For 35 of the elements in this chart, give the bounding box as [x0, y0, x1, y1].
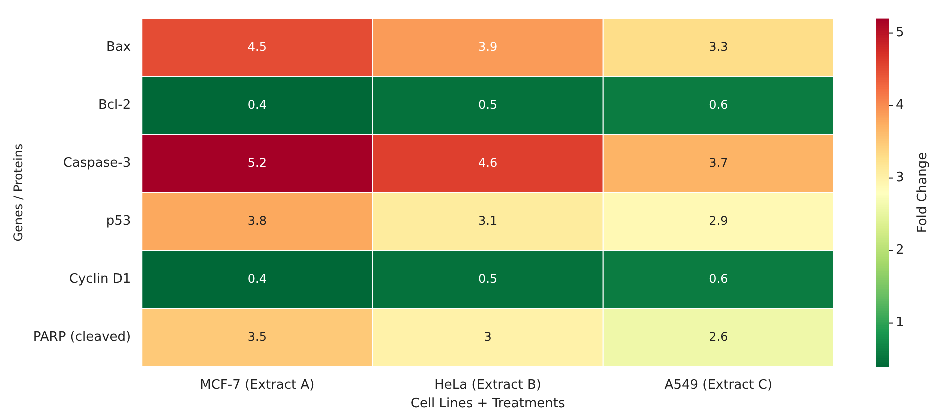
data-label: 0.4 — [248, 272, 267, 286]
data-label: 5.2 — [248, 156, 267, 170]
y-tick-label: Bax — [106, 40, 132, 56]
data-label: 0.6 — [709, 98, 728, 112]
y-tick-label: Bcl-2 — [98, 98, 132, 114]
data-label: 0.4 — [248, 98, 267, 112]
color-bar-label: 2 — [896, 243, 904, 258]
y-tick-label: p53 — [106, 214, 132, 230]
data-label: 3.8 — [248, 214, 267, 228]
data-label: 3.3 — [709, 40, 728, 54]
data-label: 3.9 — [478, 40, 498, 54]
data-label: 3.7 — [709, 156, 728, 170]
data-label: 3 — [484, 330, 492, 344]
data-label: 2.9 — [709, 214, 728, 228]
y-axis-title: Genes / Proteins — [11, 144, 26, 242]
color-bar-title: Fold Change — [915, 152, 930, 234]
x-tick-label: HeLa (Extract B) — [434, 378, 542, 393]
data-label: 4.6 — [478, 156, 498, 170]
color-bar-label: 4 — [896, 98, 904, 114]
y-tick-label: Caspase-3 — [63, 156, 132, 172]
data-label: 0.5 — [478, 98, 498, 112]
data-label: 4.5 — [248, 40, 267, 54]
x-axis-title: Cell Lines + Treatments — [410, 396, 566, 412]
x-tick-label: MCF-7 (Extract A) — [200, 378, 315, 393]
y-tick-label: Cyclin D1 — [69, 272, 132, 288]
data-label: 2.6 — [709, 330, 728, 344]
data-label: 0.6 — [709, 272, 728, 286]
color-bar-label: 3 — [896, 170, 904, 186]
color-bar-label: 5 — [896, 26, 904, 41]
color-bar-label: 1 — [896, 316, 904, 331]
x-tick-label: A549 (Extract C) — [664, 378, 773, 393]
data-label: 0.5 — [478, 272, 498, 286]
data-label: 3.1 — [478, 214, 498, 228]
y-tick-label: PARP (cleaved) — [33, 330, 132, 346]
data-label: 3.5 — [248, 330, 267, 344]
